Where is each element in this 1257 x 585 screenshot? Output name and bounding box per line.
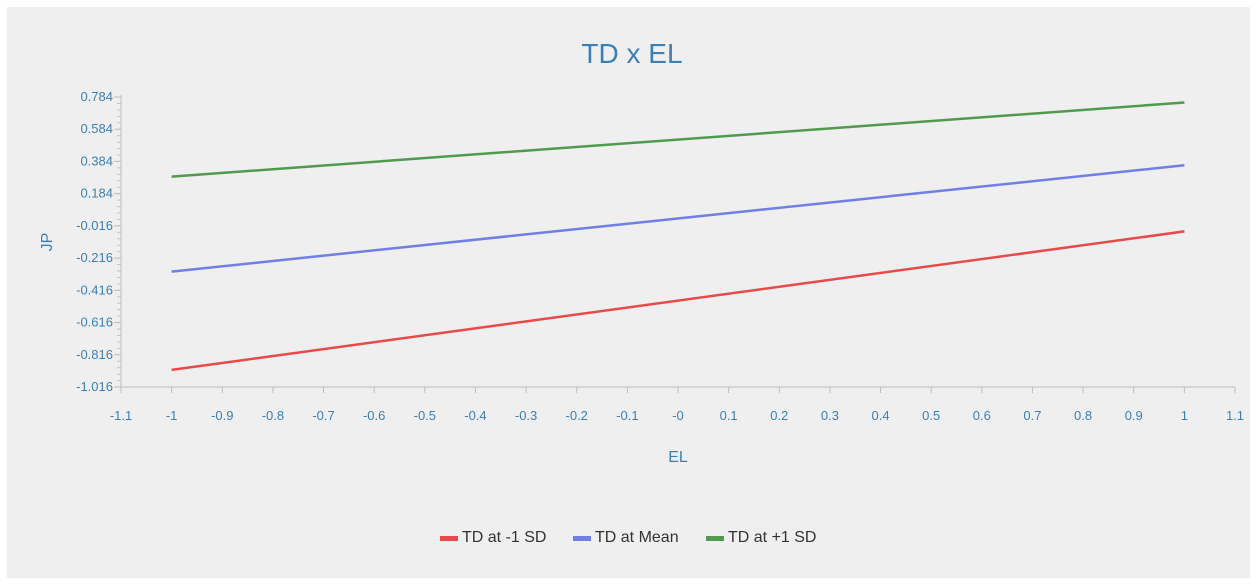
x-axis-ticks: -1.1 -1 -0.9 -0.8 -0.7 -0.6 -0.5 -0.4 -0.3 -0.2 -0… [110,387,1244,423]
legend-label: TD at +1 SD [728,529,816,546]
x-tick-label: 0.9 [1125,408,1143,423]
x-tick-label: -0.3 [515,408,537,423]
x-tick-label: -0.9 [211,408,233,423]
legend-label: TD at -1 SD [462,529,546,546]
y-tick-label: 0.784 [80,89,113,104]
y-tick-label: -0.016 [76,218,113,233]
x-tick-label: -0.5 [414,408,436,423]
chart-area: TD x EL JP EL -1.1 -1 -0.9 -0.8 -0.7 -0.6 -0.5… [7,7,1250,578]
legend-swatch [706,536,724,541]
legend-swatch [573,536,591,541]
y-tick-label: 0.384 [80,153,113,168]
y-axis-ticks: 0.784 0.584 0.384 0.184 -0.016 -0.216 -0.416 -0… [76,89,121,394]
x-tick-label: 1.1 [1226,408,1244,423]
x-tick-label: -0 [672,408,684,423]
x-tick-label: 0.2 [770,408,788,423]
series-lines [171,101,1185,372]
x-tick-label: 0.1 [720,408,738,423]
y-tick-label: -0.616 [76,315,113,330]
line-chart: TD x EL JP EL -1.1 -1 -0.9 -0.8 -0.7 -0.6 -0.5… [39,38,1244,546]
x-tick-label: 0.8 [1074,408,1092,423]
legend-item-3: TD at +1 SD [706,529,816,546]
x-tick-label: -1 [166,408,178,423]
y-tick-label: -0.216 [76,250,113,265]
x-tick-label: -0.7 [312,408,334,423]
x-tick-label: 1 [1181,408,1188,423]
legend-item-2: TD at Mean [573,529,679,546]
series-line-3 [171,101,1185,178]
x-tick-label: -0.4 [464,408,486,423]
x-tick-label: 0.4 [872,408,890,423]
y-axis-title: JP [39,233,56,252]
legend-swatch [440,536,458,541]
chart-title: TD x EL [581,38,682,69]
y-tick-label: 0.584 [80,121,113,136]
x-tick-label: -0.1 [616,408,638,423]
x-tick-label: 0.6 [973,408,991,423]
y-tick-label: -0.416 [76,282,113,297]
x-tick-label: -0.2 [566,408,588,423]
x-tick-label: -0.6 [363,408,385,423]
y-tick-label: 0.184 [80,186,113,201]
legend-label: TD at Mean [595,529,679,546]
legend: TD at -1 SD TD at Mean TD at +1 SD [440,529,816,546]
x-axis-title: EL [668,449,688,466]
x-tick-label: -1.1 [110,408,132,423]
series-line-2 [171,164,1185,273]
x-tick-label: -0.8 [262,408,284,423]
y-axis-minor-ticks [117,96,121,388]
series-line-1 [171,230,1185,372]
y-tick-label: -0.816 [76,347,113,362]
legend-item-1: TD at -1 SD [440,529,546,546]
y-tick-label: -1.016 [76,379,113,394]
x-tick-label: 0.3 [821,408,839,423]
x-tick-label: 0.5 [922,408,940,423]
x-tick-label: 0.7 [1023,408,1041,423]
